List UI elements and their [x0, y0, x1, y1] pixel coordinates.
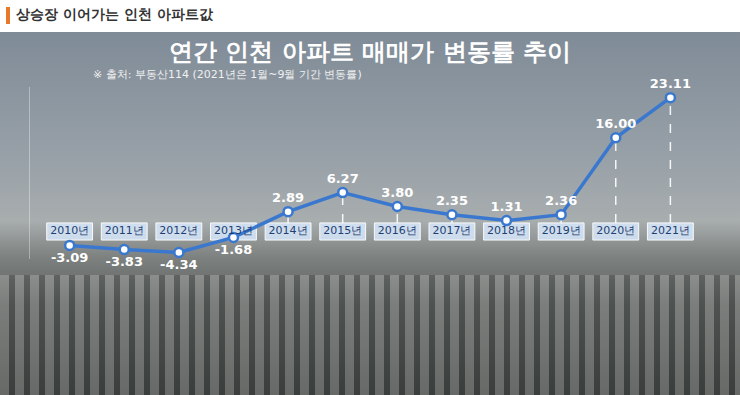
svg-text:※ 출처: 부동산114 (2021년은 1월~9월 기간: ※ 출처: 부동산114 (2021년은 1월~9월 기간 변동률): [93, 68, 362, 81]
svg-text:2012년: 2012년: [159, 224, 198, 237]
svg-text:2021년: 2021년: [651, 224, 690, 237]
svg-text:2018년: 2018년: [487, 224, 526, 237]
svg-text:2015년: 2015년: [323, 224, 362, 237]
svg-text:3.80: 3.80: [381, 185, 413, 200]
svg-text:16.00: 16.00: [595, 116, 636, 131]
svg-text:-4.34: -4.34: [160, 257, 197, 272]
svg-text:23.11: 23.11: [650, 76, 691, 91]
svg-text:2010년: 2010년: [50, 224, 89, 237]
svg-text:1.31: 1.31: [490, 199, 522, 214]
svg-text:2020년: 2020년: [596, 224, 635, 237]
svg-text:-3.83: -3.83: [105, 254, 142, 269]
svg-text:2.35: 2.35: [436, 193, 468, 208]
svg-text:2019년: 2019년: [542, 224, 581, 237]
svg-text:2014년: 2014년: [269, 224, 308, 237]
svg-text:2.89: 2.89: [272, 190, 304, 205]
svg-text:연간 인천 아파트 매매가 변동률 추이: 연간 인천 아파트 매매가 변동률 추이: [169, 38, 571, 66]
svg-text:6.27: 6.27: [327, 171, 359, 186]
html-text:상승장 이어가는 인천 아파트값: 상승장 이어가는 인천 아파트값: [16, 6, 213, 22]
svg-text:-1.68: -1.68: [215, 242, 252, 257]
svg-text:2.36: 2.36: [545, 193, 577, 208]
svg-text:2016년: 2016년: [378, 224, 417, 237]
svg-text:-3.09: -3.09: [51, 250, 88, 265]
svg-text:2017년: 2017년: [432, 224, 471, 237]
svg-text:2011년: 2011년: [105, 224, 144, 237]
svg-text:2013년: 2013년: [214, 224, 253, 237]
